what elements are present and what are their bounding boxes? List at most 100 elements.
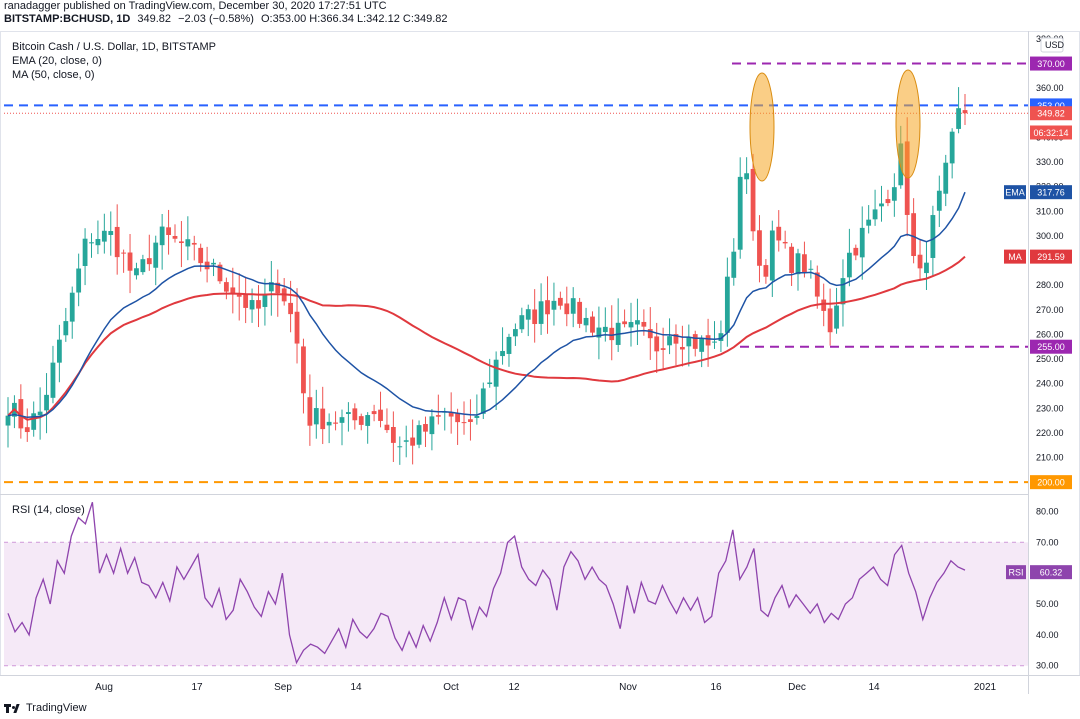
candle-body: [435, 415, 441, 417]
candle-body: [307, 397, 313, 426]
candle-body: [474, 415, 480, 418]
candle-body: [570, 298, 576, 314]
level-price-label: 200.00: [1037, 478, 1065, 488]
rsi-axis-tag: [1006, 565, 1026, 580]
price-tick-label: 250.00: [1036, 354, 1064, 364]
candle-body: [146, 258, 152, 265]
candle-body: [487, 382, 493, 385]
candle-body: [545, 300, 550, 315]
candle-body: [468, 419, 473, 422]
rsi-tick-label: 30.00: [1036, 661, 1059, 671]
candle-body: [551, 300, 557, 310]
candle-body: [622, 321, 627, 325]
candle-body: [275, 282, 281, 294]
candle-body: [159, 226, 165, 246]
countdown-box: [1030, 125, 1072, 140]
candle-body: [294, 311, 300, 344]
candle-body: [101, 230, 107, 242]
legend-ema: EMA (20, close, 0): [12, 55, 102, 67]
publish-info: ranadagger published on TradingView.com,…: [4, 0, 387, 12]
candle-body: [647, 329, 653, 339]
candle-body: [808, 268, 814, 270]
candle-body: [423, 424, 428, 432]
candle-body: [358, 416, 364, 425]
candle-body: [140, 259, 146, 273]
candle-body: [660, 348, 666, 350]
candle-body: [69, 292, 75, 322]
candle-body: [866, 219, 872, 226]
price-tick-label: 360.00: [1036, 83, 1064, 93]
ma50-line: [7, 255, 966, 421]
candle-body: [821, 299, 827, 311]
time-tick-label: Dec: [788, 682, 806, 693]
level-price-label: 353.00: [1037, 101, 1065, 111]
candle-body: [461, 422, 467, 424]
candle-body: [18, 399, 24, 429]
candle-body: [667, 336, 672, 346]
level-price-box: [1030, 56, 1072, 71]
candle-body: [5, 415, 11, 426]
candle-body: [172, 236, 178, 239]
candle-body: [204, 261, 210, 270]
candle-body: [609, 327, 615, 341]
candle-body: [930, 215, 936, 258]
candle-body: [853, 247, 859, 256]
candle-body: [185, 239, 191, 247]
candle-body: [628, 322, 634, 328]
candles: [5, 87, 968, 465]
price-tick-label: 210.00: [1036, 453, 1064, 463]
level-price-box: [1030, 475, 1072, 490]
candle-body: [326, 421, 332, 426]
candle-body: [230, 287, 236, 294]
candle-body: [891, 187, 897, 201]
candle-body: [153, 242, 159, 268]
candle-body: [243, 293, 249, 308]
candle-body: [500, 350, 505, 357]
rsi-value-label: 60.32: [1040, 568, 1063, 578]
candle-body: [403, 440, 409, 442]
ma-axis-tag: [1004, 249, 1026, 264]
candle-body: [82, 238, 88, 266]
ema-axis-tag-box: [1030, 185, 1072, 200]
candle-body: [673, 334, 679, 344]
rsi-axis-tag-name: RSI: [1008, 568, 1023, 578]
candle-body: [699, 338, 705, 352]
candle-body: [519, 315, 525, 330]
candle-body: [288, 302, 294, 315]
candle-body: [134, 268, 139, 276]
candle-body: [936, 190, 942, 211]
candle-body: [924, 262, 929, 274]
candle-body: [37, 411, 43, 416]
candle-body: [56, 339, 62, 363]
candle-body: [24, 427, 30, 433]
level-price-box: [1030, 339, 1072, 354]
price-tick-label: 330.00: [1036, 157, 1064, 167]
tradingview-logo-icon: [4, 703, 22, 714]
candle-body: [679, 346, 685, 350]
price-tick-label: 280.00: [1036, 280, 1064, 290]
time-tick-label: Nov: [619, 682, 637, 693]
time-tick-label: 14: [868, 682, 880, 693]
candle-body: [846, 252, 852, 278]
time-tick-label: 17: [191, 682, 203, 693]
candle-body: [757, 230, 762, 266]
candle-body: [532, 309, 538, 325]
chart-header: ranadagger published on TradingView.com,…: [4, 0, 452, 26]
last-price-readout: 349.82: [137, 13, 172, 25]
candle-body: [802, 254, 807, 273]
price-tick-label: 220.00: [1036, 428, 1064, 438]
candle-body: [718, 333, 724, 341]
price-tick-label: 270.00: [1036, 305, 1064, 315]
symbol-info: BITSTAMP:BCHUSD, 1D 349.82 −2.03 (−0.58%…: [4, 13, 452, 26]
candle-body: [455, 413, 460, 423]
candle-body: [352, 408, 358, 421]
candle-body: [333, 422, 338, 424]
currency-label: USD: [1045, 40, 1065, 50]
candle-body: [390, 426, 396, 443]
candle-body: [397, 446, 403, 448]
candle-body: [859, 227, 865, 258]
candle-body: [956, 108, 961, 129]
candle-body: [564, 303, 570, 315]
last-price-box: [1030, 106, 1072, 121]
